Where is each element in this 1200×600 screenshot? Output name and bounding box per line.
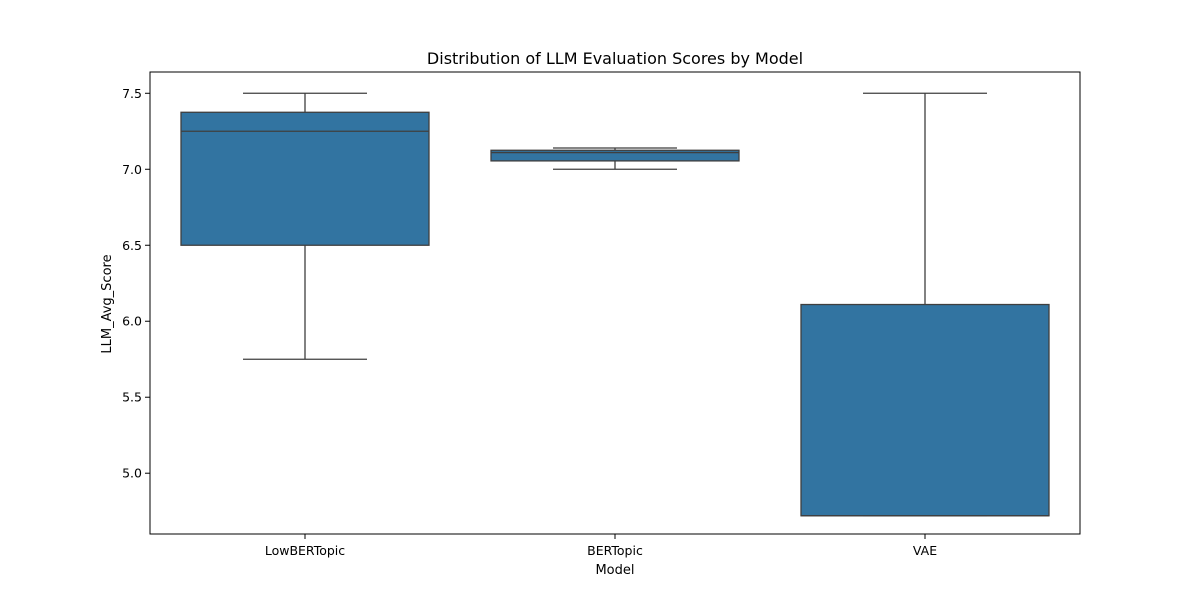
x-tick-label: LowBERTopic [265,543,345,558]
plot-area: 5.0 5.5 6.0 6.5 7.0 7.5 LowBERTopic BERTopic VAE [122,71,1081,558]
box-vae [800,303,1050,517]
x-axis-label: Model [595,563,634,578]
y-tick-label: 7.5 [122,86,142,101]
y-tick-label: 7.0 [122,162,142,177]
y-tick-label: 6.0 [122,314,142,329]
x-tick-label: VAE [913,543,937,558]
box-lowbertopic [180,111,430,246]
y-tick-label: 6.5 [122,238,142,253]
chart-title: Distribution of LLM Evaluation Scores by… [427,49,803,68]
y-tick-label: 5.0 [122,466,142,481]
box-bertopic [490,149,740,162]
y-axis-label: LLM_Avg_Score [100,254,115,353]
x-tick-label: BERTopic [587,543,643,558]
y-tick-label: 5.5 [122,390,142,405]
